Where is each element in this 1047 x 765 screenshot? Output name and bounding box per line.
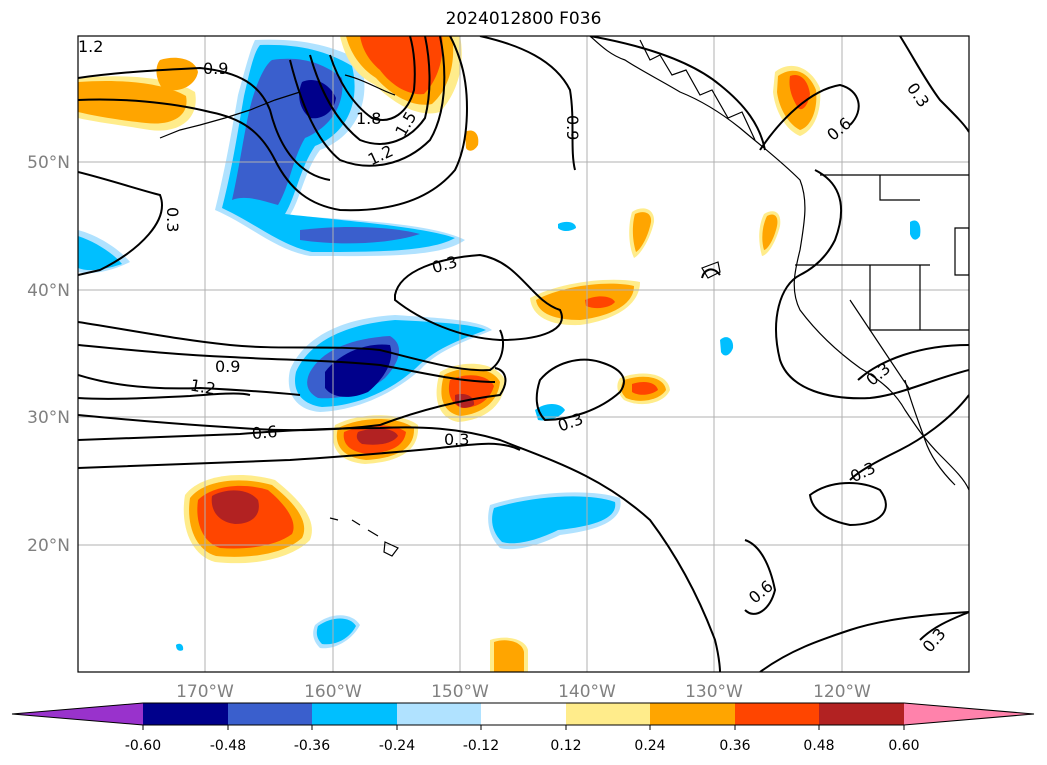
- lon-label: 130°W: [685, 682, 743, 702]
- lon-label: 170°W: [176, 682, 234, 702]
- lon-label: 150°W: [431, 682, 489, 702]
- longitude-labels: 170°W 160°W 150°W 140°W 130°W 120°W: [176, 682, 871, 702]
- lat-label: 40°N: [27, 281, 70, 301]
- colorbar-tick-label: -0.24: [379, 738, 415, 754]
- colorbar-segment: [143, 703, 228, 725]
- positive-anomaly-central-blobs: [333, 65, 821, 672]
- contour-label: 0.6: [251, 422, 278, 443]
- colorbar: -0.60 -0.48 -0.36 -0.24 -0.12 0.12 0.24 …: [11, 702, 1035, 754]
- contour-label: 0.9: [563, 115, 582, 140]
- colorbar-tick-label: 0.48: [803, 738, 834, 754]
- colorbar-segment: [566, 703, 650, 725]
- latitude-labels: 50°N 40°N 30°N 20°N: [27, 153, 70, 556]
- contour-label: 0.3: [444, 430, 469, 449]
- lat-label: 50°N: [27, 153, 70, 173]
- contour-label: 1.2: [78, 37, 103, 56]
- negative-anomaly-south-blobs: [176, 220, 921, 651]
- colorbar-segment: [481, 703, 566, 725]
- colorbar-segment: [228, 703, 312, 725]
- coastlines: [159, 36, 969, 557]
- colorbar-tick-label: -0.36: [294, 738, 330, 754]
- colorbar-segment: [650, 703, 735, 725]
- lat-label: 20°N: [27, 536, 70, 556]
- positive-anomaly-north-blob: [340, 36, 462, 114]
- positive-anomaly-sw-blob: [183, 475, 312, 564]
- contour-label: 0.9: [203, 59, 228, 78]
- lat-label: 30°N: [27, 408, 70, 428]
- colorbar-segment: [312, 703, 397, 725]
- contour-lines: [78, 36, 969, 672]
- colorbar-tick-label: -0.48: [210, 738, 246, 754]
- lon-label: 140°W: [558, 682, 616, 702]
- lon-label: 160°W: [304, 682, 362, 702]
- colorbar-tick-label: 0.24: [634, 738, 665, 754]
- contour-label: 0.9: [215, 357, 240, 376]
- colorbar-segment: [397, 703, 481, 725]
- map-title: 2024012800 F036: [445, 9, 602, 29]
- contour-label: 1.2: [189, 375, 217, 398]
- negative-anomaly-central-blob: [288, 315, 492, 412]
- colorbar-tick-label: 0.12: [550, 738, 581, 754]
- colorbar-tick-label: -0.12: [463, 738, 499, 754]
- graticule-grid: [78, 36, 969, 672]
- colorbar-extend-right: [904, 703, 1034, 725]
- contour-label: 1.8: [356, 109, 381, 128]
- lon-label: 120°W: [813, 682, 871, 702]
- negative-anomaly-north-blob: [215, 39, 465, 257]
- colorbar-extend-left: [12, 703, 143, 725]
- positive-anomaly-nw-blobs: [78, 57, 198, 274]
- colorbar-segment: [819, 703, 904, 725]
- colorbar-segment: [735, 703, 819, 725]
- colorbar-tick-label: 0.36: [719, 738, 750, 754]
- map-frame: [77, 35, 970, 673]
- map-panel: 1.2 0.9 0.3 1.8 1.5 1.2 0.9 0.3 0.3 0.9 …: [78, 36, 969, 672]
- colorbar-tick-label: 0.60: [888, 738, 919, 754]
- contour-label: 0.3: [163, 207, 182, 232]
- colorbar-tick-label: -0.60: [125, 738, 161, 754]
